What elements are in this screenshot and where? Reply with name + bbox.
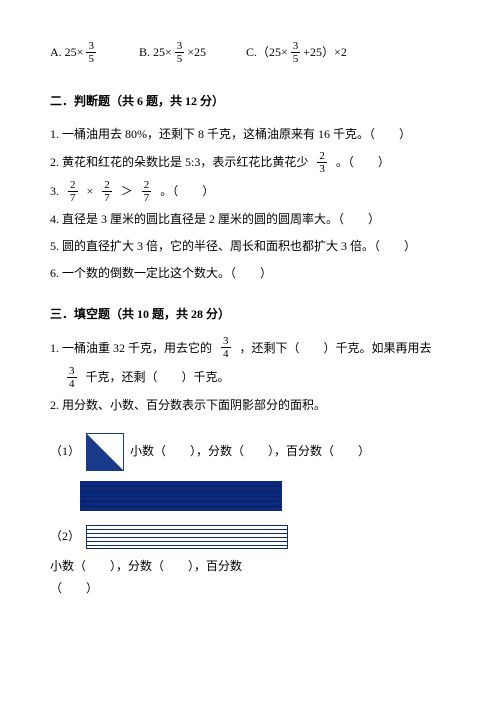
row2-prefix: （2）: [50, 525, 80, 548]
s3-q1-cont: 3 4 千克，还剩（ ）千克。: [64, 365, 450, 390]
choice-c-prefix: C.（25×: [246, 41, 288, 64]
fraction-icon: 2 3: [317, 150, 327, 175]
s2-q5: 5. 圆的直径扩大 3 倍，它的半径、周长和面积也都扩大 3 倍。（ ）: [50, 235, 450, 258]
s3-q1-b: ，还剩下（ ）千克。如果再用去: [240, 337, 432, 360]
s2-q3-prefix: 3.: [50, 180, 59, 203]
bar-striped-shape-icon: [86, 525, 288, 549]
choice-b-suffix: ×25: [187, 41, 206, 64]
choice-b-prefix: B. 25×: [139, 41, 172, 64]
choice-b: B. 25× 3 5 ×25: [139, 40, 206, 65]
s3-q2: 2. 用分数、小数、百分数表示下面阴影部分的面积。: [50, 394, 450, 417]
s3-q2-row2: （2） 小数（ ），分数（ ），百分数: [50, 525, 450, 578]
choice-c-suffix: +25）×2: [303, 41, 347, 64]
fraction-icon: 3 5: [86, 40, 96, 65]
row1-text: 小数（ ），分数（ ），百分数（ ）: [130, 440, 370, 463]
fraction-icon: 3 5: [291, 40, 301, 65]
times-icon: ×: [87, 180, 94, 203]
fraction-icon: 2 7: [68, 179, 78, 204]
s3-q1: 1. 一桶油重 32 千克，用去它的 3 4 ，还剩下（ ）千克。如果再用去: [50, 335, 450, 360]
choice-a-prefix: A. 25×: [50, 41, 83, 64]
s3-q2-row1: （1） 小数（ ），分数（ ），百分数（ ）: [50, 433, 450, 471]
choice-a: A. 25× 3 5: [50, 40, 99, 65]
row2-text: 小数（ ），分数（ ），百分数: [50, 555, 242, 578]
triangle-shape-icon: [86, 433, 124, 471]
fraction-icon: 3 4: [67, 365, 77, 390]
fraction-icon: 2 7: [102, 179, 112, 204]
bar-full-shape-icon: [80, 481, 282, 511]
gt-icon: ＞: [121, 180, 133, 203]
s2-q2-prefix: 2. 黄花和红花的朵数比是 5:3，表示红花比黄花少: [50, 151, 308, 174]
s2-q2: 2. 黄花和红花的朵数比是 5:3，表示红花比黄花少 2 3 。（ ）: [50, 150, 450, 175]
row1-prefix: （1）: [50, 440, 80, 463]
fraction-icon: 3 4: [221, 335, 231, 360]
s2-q1: 1. 一桶油用去 80%，还剩下 8 千克，这桶油原来有 16 千克。（ ）: [50, 123, 450, 146]
s2-q4: 4. 直径是 3 厘米的圆比直径是 2 厘米的圆的圆周率大。（ ）: [50, 208, 450, 231]
s2-q2-suffix: 。（ ）: [336, 151, 390, 174]
choice-c: C.（25× 3 5 +25）×2: [246, 40, 347, 65]
s2-q3: 3. 2 7 × 2 7 ＞ 2 7 。（ ）: [50, 179, 450, 204]
s2-q6: 6. 一个数的倒数一定比这个数大。（ ）: [50, 262, 450, 285]
s3-q1-a: 1. 一桶油重 32 千克，用去它的: [50, 337, 212, 360]
s2-q3-suffix: 。（ ）: [160, 180, 214, 203]
choice-row: A. 25× 3 5 B. 25× 3 5 ×25 C.（25× 3 5 +25…: [50, 40, 450, 65]
section2-title: 二．判断题（共 6 题，共 12 分）: [50, 90, 450, 113]
row2-tail: （ ）: [50, 577, 450, 600]
fraction-icon: 3 5: [175, 40, 185, 65]
section3-title: 三．填空题（共 10 题，共 28 分）: [50, 303, 450, 326]
fraction-icon: 2 7: [142, 179, 152, 204]
s3-q1-c: 千克，还剩（ ）千克。: [86, 366, 230, 389]
